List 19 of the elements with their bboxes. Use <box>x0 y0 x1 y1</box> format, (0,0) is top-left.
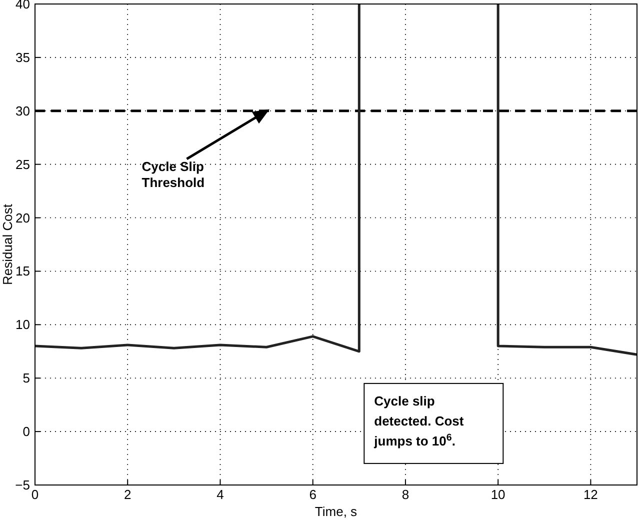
x-tick-label: 4 <box>216 487 224 502</box>
x-tick-label: 2 <box>124 487 132 502</box>
y-axis-title: Residual Cost <box>0 204 15 285</box>
y-tick-label: 35 <box>16 50 30 65</box>
ref-line-label: Cycle Slip Threshold <box>142 158 205 190</box>
y-tick-label: 30 <box>16 103 30 118</box>
x-tick-label: 6 <box>309 487 316 502</box>
x-tick-label: 10 <box>490 487 506 502</box>
y-tick-label: −5 <box>15 478 30 492</box>
y-tick-label: 5 <box>22 370 30 386</box>
x-axis-title: Time, s <box>314 504 358 519</box>
y-tick-label: 25 <box>16 156 30 172</box>
y-tick-label: 0 <box>22 424 30 440</box>
x-tick-label: 8 <box>402 487 410 502</box>
y-tick-label: 20 <box>16 210 30 226</box>
y-tick-label: 15 <box>16 264 30 279</box>
annotation: Cycle slip detected. Cost jumps to 10$^{6}$. <box>373 393 464 448</box>
y-tick-label: 10 <box>16 317 30 332</box>
x-tick-label: 12 <box>583 487 598 502</box>
